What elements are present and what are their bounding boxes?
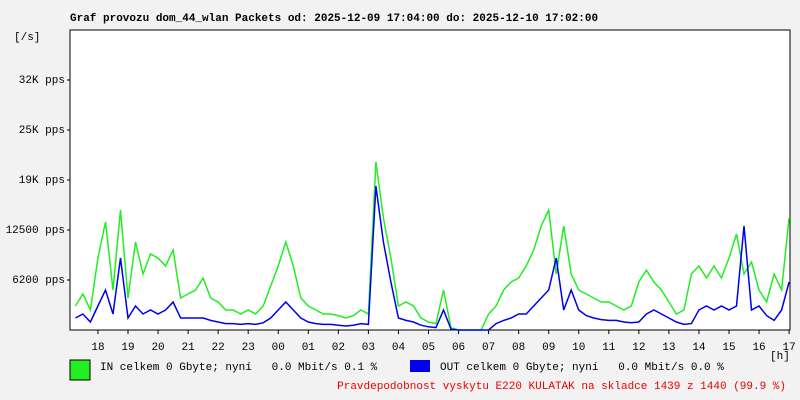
legend-label: IN celkem 0 Gbyte; nyní 0.0 Mbit/s 0.1 % <box>100 362 378 374</box>
chart-title: Graf provozu dom_44_wlan Packets od: 202… <box>70 13 598 25</box>
y-tick-label: 25K pps <box>19 125 65 137</box>
x-tick-label: 20 <box>151 342 164 354</box>
x-tick-label: 09 <box>542 342 555 354</box>
x-tick-label: 00 <box>272 342 285 354</box>
x-tick-label: 04 <box>392 342 406 354</box>
x-tick-label: 18 <box>91 342 104 354</box>
series-line <box>75 185 790 331</box>
note: Pravdepodobnost vyskytu E220 KULATAK na … <box>337 381 786 393</box>
x-tick-label: 14 <box>692 342 706 354</box>
x-tick-label: 19 <box>121 342 134 354</box>
legend-label: OUT celkem 0 Gbyte; nyní 0.0 Mbit/s 0.0 … <box>440 362 724 374</box>
legend-swatch <box>69 359 91 381</box>
y-axis-label: [/s] <box>14 32 40 44</box>
y-tick-label: 19K pps <box>19 175 65 187</box>
plot-area <box>69 29 791 331</box>
x-tick-label: 07 <box>482 342 495 354</box>
x-tick-label: 12 <box>632 342 645 354</box>
x-tick-label: 23 <box>242 342 255 354</box>
x-tick-label: 15 <box>722 342 735 354</box>
x-tick-label: 02 <box>332 342 345 354</box>
x-tick-label: 11 <box>602 342 616 354</box>
legend-swatch <box>410 360 430 372</box>
x-tick-label: 01 <box>302 342 316 354</box>
x-tick-label: 08 <box>512 342 525 354</box>
x-tick-label: 10 <box>572 342 585 354</box>
x-tick-label: 21 <box>181 342 195 354</box>
x-tick-label: 05 <box>422 342 435 354</box>
y-tick-label: 6200 pps <box>12 275 65 287</box>
x-tick-label: 22 <box>212 342 225 354</box>
x-tick-label: 17 <box>782 342 795 354</box>
x-tick-label: 06 <box>452 342 465 354</box>
x-axis-label: [h] <box>770 351 790 363</box>
x-tick-label: 16 <box>752 342 765 354</box>
x-tick-label: 03 <box>362 342 375 354</box>
series-line <box>74 161 790 331</box>
x-tick-label: 13 <box>662 342 675 354</box>
y-tick-label: 12500 pps <box>6 225 65 237</box>
y-tick-label: 32K pps <box>19 75 65 87</box>
